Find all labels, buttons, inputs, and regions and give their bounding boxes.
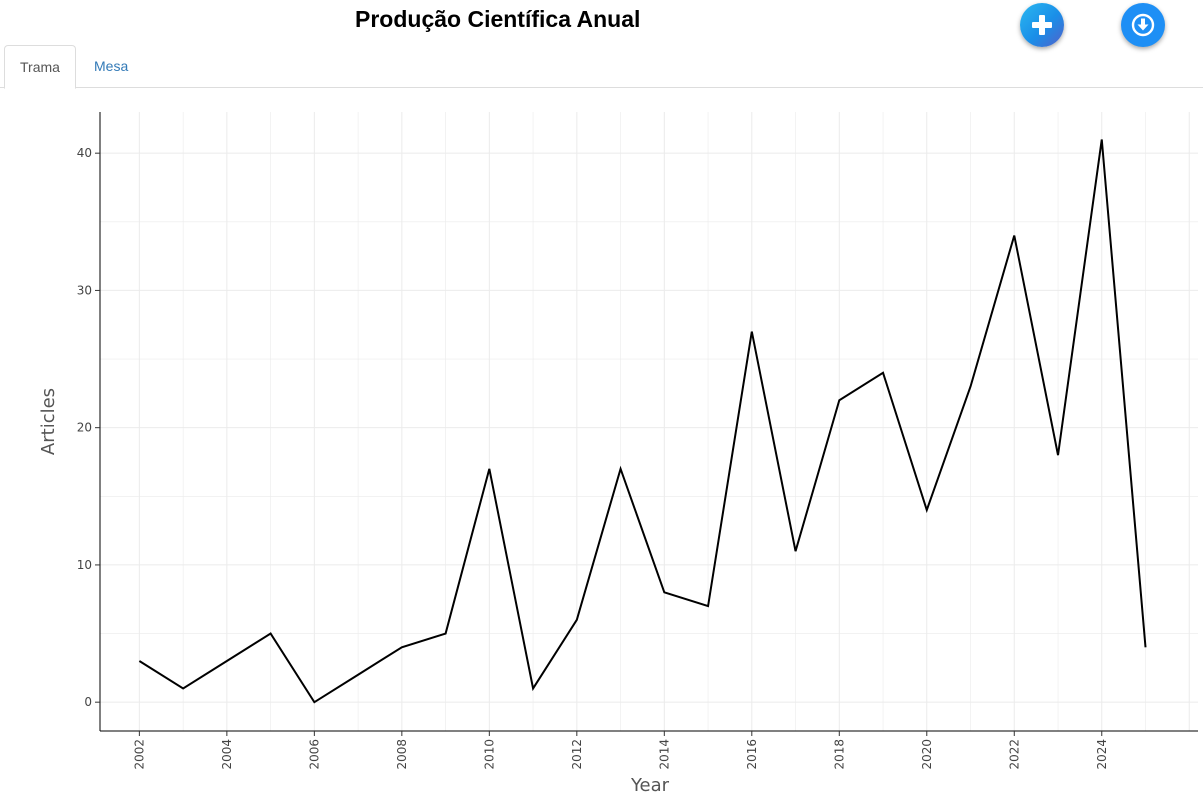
- x-tick-label: 2020: [920, 739, 934, 770]
- data-point[interactable]: [574, 617, 580, 623]
- data-point[interactable]: [749, 329, 755, 335]
- x-axis-title: Year: [630, 775, 670, 796]
- data-point[interactable]: [1011, 233, 1017, 239]
- tab-bar: Trama Mesa: [0, 45, 1203, 89]
- data-point[interactable]: [530, 685, 536, 691]
- data-point[interactable]: [355, 672, 361, 678]
- y-tick-label: 10: [77, 558, 92, 572]
- x-tick-label: 2006: [307, 739, 321, 770]
- x-tick-label: 2014: [657, 739, 671, 770]
- page-title: Produção Científica Anual: [355, 6, 641, 32]
- x-tick-label: 2022: [1007, 739, 1021, 770]
- download-circle-icon: [1131, 13, 1155, 37]
- y-tick-label: 30: [77, 283, 92, 297]
- series-line: [138, 139, 1147, 704]
- data-point[interactable]: [1143, 644, 1149, 650]
- data-point[interactable]: [793, 548, 799, 554]
- data-point[interactable]: [486, 466, 492, 472]
- plus-icon: [1032, 15, 1052, 35]
- data-point[interactable]: [224, 658, 230, 664]
- data-point[interactable]: [268, 631, 274, 637]
- data-point[interactable]: [1055, 452, 1061, 458]
- add-button[interactable]: [1020, 3, 1064, 47]
- x-tick-label: 2012: [570, 739, 584, 770]
- x-tick-label: 2002: [132, 739, 146, 770]
- data-point[interactable]: [968, 384, 974, 390]
- data-point[interactable]: [311, 699, 317, 705]
- y-tick-label: 0: [84, 695, 92, 709]
- data-point[interactable]: [443, 631, 449, 637]
- data-point[interactable]: [880, 370, 886, 376]
- x-tick-label: 2016: [745, 739, 759, 770]
- x-tick-label: 2010: [482, 739, 496, 770]
- data-point[interactable]: [705, 603, 711, 609]
- tab-mesa[interactable]: Mesa: [94, 58, 129, 74]
- y-tick-label: 20: [77, 421, 92, 435]
- download-button[interactable]: [1121, 3, 1165, 47]
- data-point[interactable]: [399, 644, 405, 650]
- tab-trama[interactable]: Trama: [4, 45, 76, 89]
- data-point[interactable]: [180, 685, 186, 691]
- data-point[interactable]: [1099, 136, 1105, 142]
- data-point[interactable]: [618, 466, 624, 472]
- data-point[interactable]: [924, 507, 930, 513]
- data-point[interactable]: [661, 589, 667, 595]
- x-tick-label: 2008: [395, 739, 409, 770]
- x-tick-label: 2004: [220, 739, 234, 770]
- data-point[interactable]: [836, 397, 842, 403]
- y-axis-title: Articles: [38, 388, 59, 455]
- y-tick-label: 40: [77, 146, 92, 160]
- data-point[interactable]: [136, 658, 142, 664]
- x-tick-label: 2024: [1095, 739, 1109, 770]
- grid-lines: [100, 112, 1198, 731]
- x-tick-label: 2018: [832, 739, 846, 770]
